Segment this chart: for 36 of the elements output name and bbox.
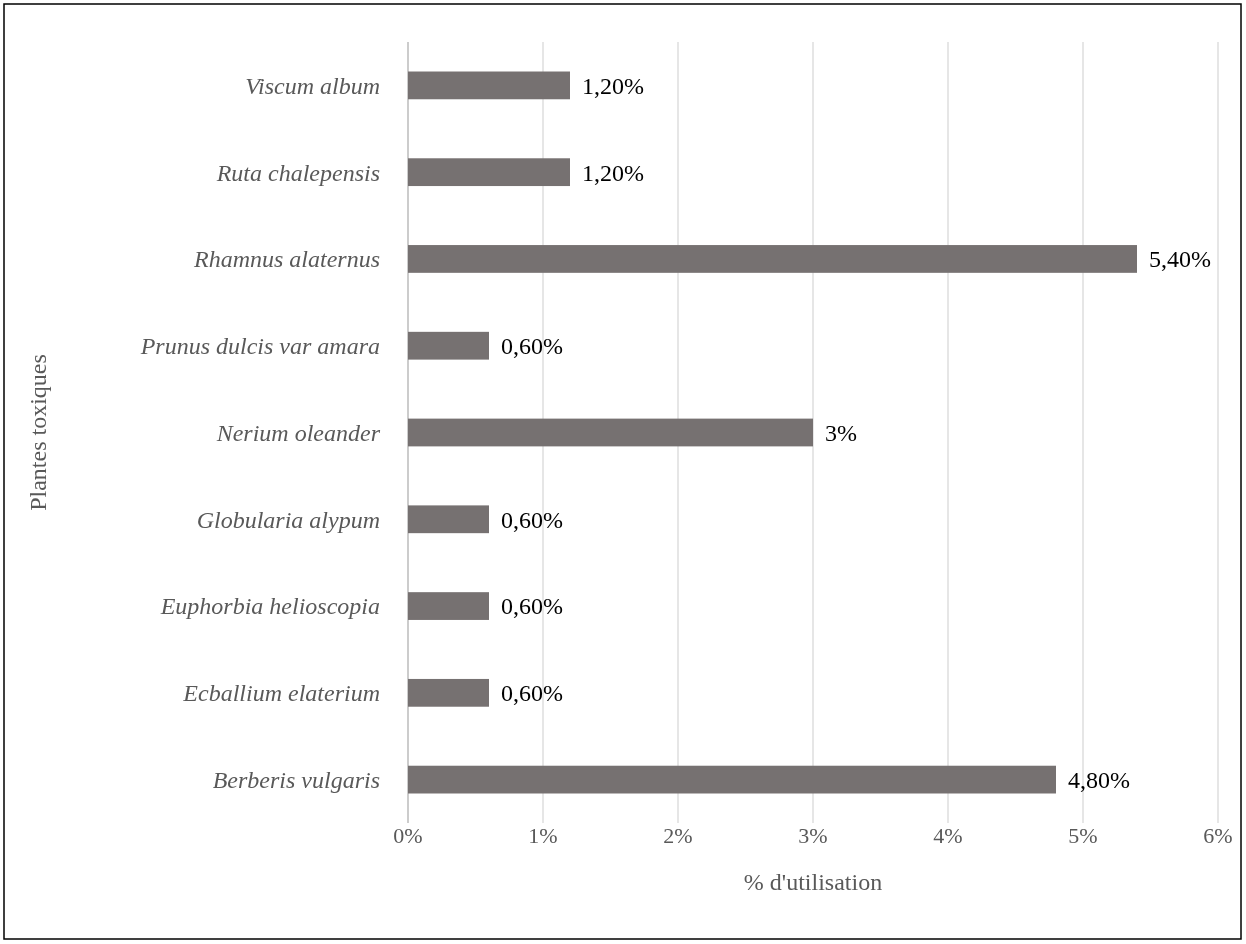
data-label: 0,60% [501, 506, 563, 533]
y-tick-label: Ruta chalepensis [215, 159, 380, 186]
data-label: 1,20% [582, 72, 644, 99]
data-label: 0,60% [501, 333, 563, 360]
bar [408, 505, 489, 534]
y-tick-label: Prunus dulcis var amara [139, 333, 380, 360]
x-tick-label: 4% [933, 823, 963, 848]
data-label: 1,20% [582, 159, 644, 186]
bar [408, 592, 489, 620]
data-label: 3% [825, 419, 857, 446]
bar [408, 678, 489, 707]
y-tick-label: Rhamnus alaternus [193, 246, 380, 273]
x-tick-label: 3% [798, 823, 828, 848]
data-label: 0,60% [501, 680, 563, 707]
y-axis-title: Plantes toxiques [25, 354, 51, 511]
bar [408, 245, 1137, 273]
x-tick-label: 5% [1068, 823, 1098, 848]
y-tick-label: Viscum album [245, 72, 380, 99]
bar [408, 331, 489, 360]
data-label: 4,80% [1068, 767, 1130, 794]
bar [408, 418, 813, 447]
y-tick-label: Ecballium elaterium [182, 680, 380, 707]
x-tick-label: 2% [663, 823, 693, 848]
bar [408, 158, 570, 187]
bar [408, 71, 570, 100]
x-tick-label: 1% [528, 823, 558, 848]
y-tick-label: Globularia alypum [196, 506, 380, 533]
y-tick-label: Nerium oleander [215, 419, 381, 446]
bar [408, 765, 1056, 794]
data-label: 0,60% [501, 593, 563, 620]
x-tick-label: 0% [393, 823, 423, 848]
x-axis-title: % d'utilisation [743, 869, 883, 895]
data-label: 5,40% [1149, 246, 1211, 273]
y-tick-label: Berberis vulgaris [212, 767, 380, 794]
y-tick-label: Euphorbia helioscopia [159, 593, 380, 620]
x-tick-label: 6% [1203, 823, 1233, 848]
